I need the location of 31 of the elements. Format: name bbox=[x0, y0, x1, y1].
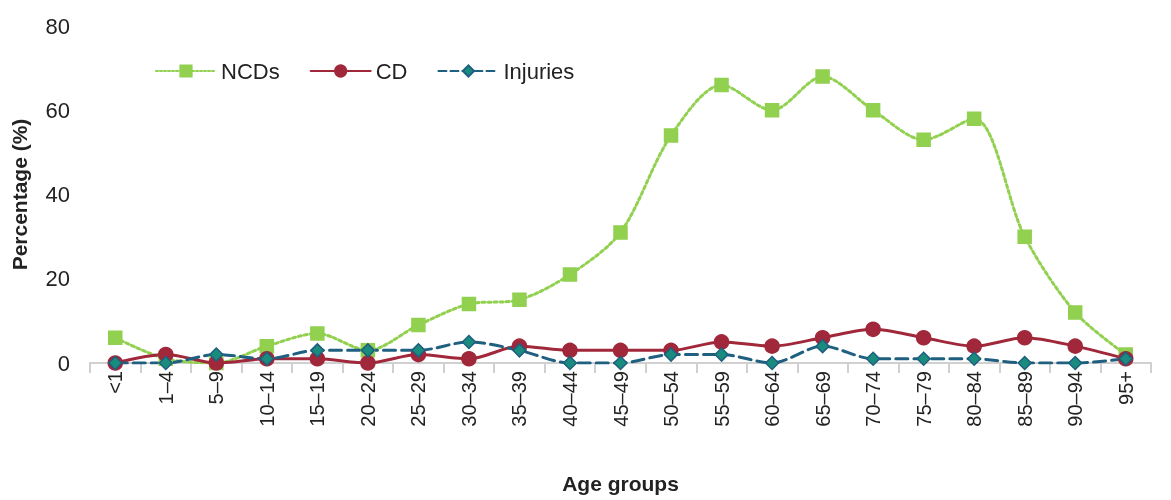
x-tick-label: 65–69 bbox=[811, 371, 834, 427]
y-tick-label: 20 bbox=[45, 266, 70, 292]
x-tick-label: 75–79 bbox=[912, 371, 935, 427]
x-tick-label: 35–39 bbox=[508, 371, 531, 427]
legend-label: NCDs bbox=[221, 58, 280, 84]
legend-label: Injuries bbox=[503, 58, 575, 84]
y-tick-label: 60 bbox=[45, 97, 70, 123]
x-tick-label: 70–74 bbox=[862, 371, 885, 427]
legend-label: CD bbox=[375, 58, 408, 84]
x-axis-title: Age groups bbox=[562, 472, 679, 495]
x-tick-label: 45–49 bbox=[609, 371, 632, 427]
x-tick-label: 15–19 bbox=[306, 371, 329, 427]
x-tick-label: 80–84 bbox=[963, 371, 986, 427]
x-tick-label: 40–44 bbox=[558, 371, 581, 427]
x-tick-label: 10–14 bbox=[255, 371, 278, 427]
x-tick-label: <1 bbox=[104, 371, 127, 394]
y-tick-label: 0 bbox=[57, 350, 70, 376]
x-tick-label: 90–94 bbox=[1064, 371, 1087, 427]
x-tick-label: 5–9 bbox=[205, 371, 228, 405]
y-tick-label: 40 bbox=[45, 182, 70, 207]
x-tick-label: 50–54 bbox=[660, 371, 683, 427]
x-tick-label: 1–4 bbox=[154, 371, 177, 405]
x-tick-label: 95+ bbox=[1114, 371, 1137, 405]
x-tick-label: 55–59 bbox=[710, 371, 733, 427]
y-tick-label: 80 bbox=[45, 13, 70, 39]
x-tick-label: 20–24 bbox=[356, 371, 379, 427]
x-tick-label: 30–34 bbox=[457, 371, 480, 427]
x-tick-label: 85–89 bbox=[1013, 371, 1036, 427]
y-axis-title: Percentage (%) bbox=[8, 118, 31, 271]
x-tick-label: 60–64 bbox=[761, 371, 784, 427]
x-tick-label: 25–29 bbox=[407, 371, 430, 427]
